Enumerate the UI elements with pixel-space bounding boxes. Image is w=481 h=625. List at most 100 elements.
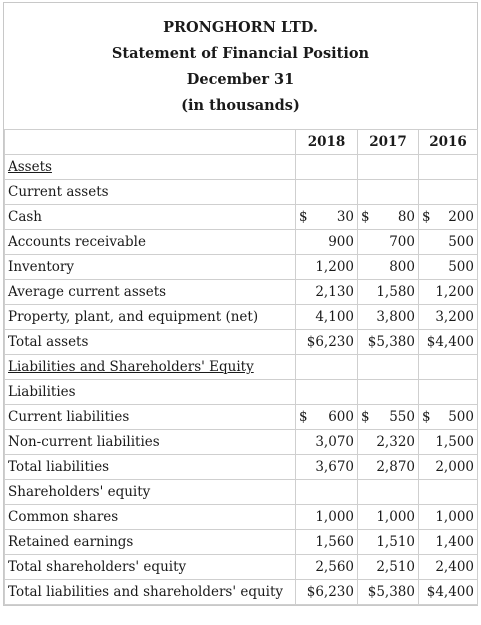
row-label-text: Assets <box>8 159 52 175</box>
value-cell-2016: 2,000 <box>418 454 478 480</box>
value-cell-2017: 1,510 <box>357 529 419 555</box>
statement-header: PRONGHORN LTD. Statement of Financial Po… <box>4 3 477 129</box>
dollar-sign: $ <box>299 409 308 425</box>
cell-value: 30 <box>336 209 354 225</box>
table-row: Current assets <box>4 179 478 205</box>
row-label-text: Property, plant, and equipment (net) <box>8 309 259 325</box>
row-label: Inventory <box>4 254 296 280</box>
row-label-text: Current liabilities <box>8 409 130 425</box>
value-cell-2018: $6,230 <box>295 579 358 605</box>
cell-value: 500 <box>448 409 474 425</box>
value-cell-2016 <box>418 354 478 380</box>
row-label-text: Average current assets <box>8 284 167 300</box>
value-cell-2016 <box>418 479 478 505</box>
row-label: Liabilities <box>4 379 296 405</box>
value-cell-2017: 800 <box>357 254 419 280</box>
row-label-text: Shareholders' equity <box>8 484 151 500</box>
table-row: Inventory 1,200 800 500 <box>4 254 478 280</box>
value-cell-2017: 3,800 <box>357 304 419 330</box>
value-cell-2016 <box>418 379 478 405</box>
table-row: Average current assets 2,130 1,580 1,200 <box>4 279 478 305</box>
row-label: Total liabilities <box>4 454 296 480</box>
row-label: Shareholders' equity <box>4 479 296 505</box>
value-cell-2017: $5,380 <box>357 579 419 605</box>
value-cell-2017: 2,510 <box>357 554 419 580</box>
table-row: Property, plant, and equipment (net) 4,10… <box>4 304 478 330</box>
value-cell-2018 <box>295 479 358 505</box>
row-label: Total liabilities and shareholders' equi… <box>4 579 296 605</box>
table-row: Liabilities <box>4 379 478 405</box>
value-cell-2018: 2,130 <box>295 279 358 305</box>
value-cell-2016 <box>418 154 478 180</box>
value-cell-2018: 1,200 <box>295 254 358 280</box>
table-row: Common shares 1,000 1,000 1,000 <box>4 504 478 530</box>
row-label-text: Total liabilities <box>8 459 110 475</box>
value-cell-2016: 3,200 <box>418 304 478 330</box>
row-label-text: Total shareholders' equity <box>8 559 187 575</box>
value-cell-2016: 1,200 <box>418 279 478 305</box>
value-cell-2017: 1,580 <box>357 279 419 305</box>
value-cell-2016: 2,400 <box>418 554 478 580</box>
dollar-sign: $ <box>361 209 370 225</box>
value-cell-2016: $200 <box>418 204 478 230</box>
year-header-blank <box>4 129 296 155</box>
row-label: Current liabilities <box>4 404 296 430</box>
value-cell-2018: $30 <box>295 204 358 230</box>
row-label: Current assets <box>4 179 296 205</box>
value-cell-2018: $6,230 <box>295 329 358 355</box>
table-row: Total liabilities and shareholders' equi… <box>4 579 478 605</box>
statement-table: 2018 2017 2016 Assets Current assets Cash $… <box>4 129 478 605</box>
value-cell-2018: 2,560 <box>295 554 358 580</box>
value-cell-2017: 700 <box>357 229 419 255</box>
row-label-text: Non-current liabilities <box>8 434 160 450</box>
row-label-text: Liabilities and Shareholders' Equity <box>8 359 254 375</box>
row-label-text: Common shares <box>8 509 119 525</box>
row-label: Cash <box>4 204 296 230</box>
dollar-sign: $ <box>299 209 308 225</box>
table-row: Shareholders' equity <box>4 479 478 505</box>
value-cell-2016: $4,400 <box>418 329 478 355</box>
value-cell-2017: 2,870 <box>357 454 419 480</box>
row-label-text: Liabilities <box>8 384 76 400</box>
value-cell-2016: 1,000 <box>418 504 478 530</box>
table-row: Total shareholders' equity 2,560 2,510 2,40… <box>4 554 478 580</box>
row-label-text: Total liabilities and shareholders' equi… <box>8 584 284 600</box>
year-header-row: 2018 2017 2016 <box>4 129 478 155</box>
value-cell-2018 <box>295 354 358 380</box>
value-cell-2017: $550 <box>357 404 419 430</box>
row-label-text: Total assets <box>8 334 89 350</box>
row-label: Property, plant, and equipment (net) <box>4 304 296 330</box>
value-cell-2016: 1,400 <box>418 529 478 555</box>
row-label: Retained earnings <box>4 529 296 555</box>
table-row: Total liabilities 3,670 2,870 2,000 <box>4 454 478 480</box>
cell-value: 550 <box>389 409 415 425</box>
row-label-text: Retained earnings <box>8 534 134 550</box>
year-header-2018: 2018 <box>295 129 358 155</box>
table-row: Total assets $6,230 $5,380 $4,400 <box>4 329 478 355</box>
year-header-2017: 2017 <box>357 129 419 155</box>
value-cell-2018: 900 <box>295 229 358 255</box>
table-row: Retained earnings 1,560 1,510 1,400 <box>4 529 478 555</box>
row-label: Accounts receivable <box>4 229 296 255</box>
row-label-text: Current assets <box>8 184 109 200</box>
table-row: Non-current liabilities 3,070 2,320 1,500 <box>4 429 478 455</box>
dollar-sign: $ <box>361 409 370 425</box>
financial-statement: PRONGHORN LTD. Statement of Financial Po… <box>3 2 478 606</box>
value-cell-2017: 1,000 <box>357 504 419 530</box>
row-label: Common shares <box>4 504 296 530</box>
value-cell-2018: 3,070 <box>295 429 358 455</box>
value-cell-2018: 1,000 <box>295 504 358 530</box>
row-label: Assets <box>4 154 296 180</box>
table-row: Liabilities and Shareholders' Equity <box>4 354 478 380</box>
value-cell-2017: $5,380 <box>357 329 419 355</box>
cell-value: 80 <box>397 209 415 225</box>
row-label-text: Accounts receivable <box>8 234 146 250</box>
row-label: Non-current liabilities <box>4 429 296 455</box>
cell-value: 200 <box>448 209 474 225</box>
row-label: Liabilities and Shareholders' Equity <box>4 354 296 380</box>
statement-date: December 31 <box>186 71 295 88</box>
value-cell-2017 <box>357 179 419 205</box>
value-cell-2017 <box>357 379 419 405</box>
value-cell-2017: $80 <box>357 204 419 230</box>
row-label: Average current assets <box>4 279 296 305</box>
